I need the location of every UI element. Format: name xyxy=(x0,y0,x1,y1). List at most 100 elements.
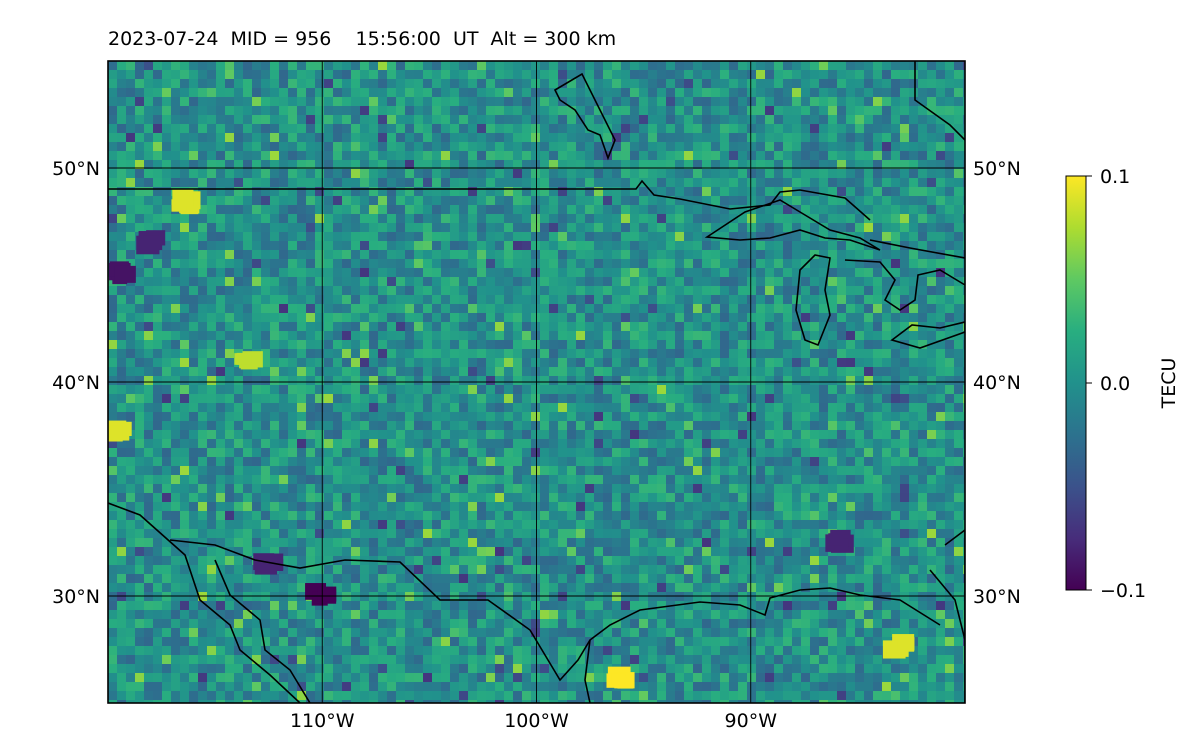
heat-cell xyxy=(369,358,378,367)
heat-cell xyxy=(252,268,261,277)
heat-cell xyxy=(252,277,261,286)
heat-cell xyxy=(558,322,567,331)
heat-cell xyxy=(342,376,351,385)
heat-cell xyxy=(792,493,801,502)
heat-cell xyxy=(873,124,882,133)
heat-cell xyxy=(333,412,342,421)
heat-cell xyxy=(243,268,252,277)
heat-cell xyxy=(495,331,504,340)
heat-cell xyxy=(297,250,306,259)
heat-cell xyxy=(954,403,963,412)
heat-cell xyxy=(729,448,738,457)
heat-cell xyxy=(630,439,639,448)
heat-cell xyxy=(747,187,756,196)
heat-cell xyxy=(387,502,396,511)
heat-cell xyxy=(468,97,477,106)
heat-cell xyxy=(324,403,333,412)
heat-cell xyxy=(459,466,468,475)
heat-cell xyxy=(342,88,351,97)
heat-cell xyxy=(936,403,945,412)
heat-cell xyxy=(225,493,234,502)
heat-cell xyxy=(621,70,630,79)
heat-cell xyxy=(369,160,378,169)
heat-cell xyxy=(900,70,909,79)
heat-cell xyxy=(666,439,675,448)
heat-cell xyxy=(216,430,225,439)
heat-cell xyxy=(279,439,288,448)
heat-cell xyxy=(216,367,225,376)
heat-cell xyxy=(351,295,360,304)
heat-cell xyxy=(567,142,576,151)
heat-cell xyxy=(279,493,288,502)
heat-cell xyxy=(549,493,558,502)
heat-cell xyxy=(486,133,495,142)
heat-cell xyxy=(243,475,252,484)
heat-cell xyxy=(261,331,270,340)
heat-cell xyxy=(945,475,954,484)
heat-cell xyxy=(513,493,522,502)
heat-cell xyxy=(162,133,171,142)
heat-cell xyxy=(675,205,684,214)
heat-cell xyxy=(171,160,180,169)
heat-cell xyxy=(432,313,441,322)
heat-cell xyxy=(819,376,828,385)
heat-cell xyxy=(351,304,360,313)
heat-cell xyxy=(819,133,828,142)
heat-cell xyxy=(873,169,882,178)
heat-cell xyxy=(297,484,306,493)
heat-cell xyxy=(351,439,360,448)
heat-cell xyxy=(126,457,135,466)
heat-cell xyxy=(774,187,783,196)
heat-cell xyxy=(774,250,783,259)
heat-cell xyxy=(117,88,126,97)
heat-cell xyxy=(252,394,261,403)
heat-cell xyxy=(882,115,891,124)
heat-cell xyxy=(144,259,153,268)
heat-cell xyxy=(315,70,324,79)
heat-cell xyxy=(297,475,306,484)
heat-cell xyxy=(360,403,369,412)
heat-cell xyxy=(486,124,495,133)
heat-cell xyxy=(720,403,729,412)
heat-cell xyxy=(765,475,774,484)
heat-cell xyxy=(135,403,144,412)
heat-cell xyxy=(612,214,621,223)
heat-cell xyxy=(387,268,396,277)
heat-cell xyxy=(153,115,162,124)
heat-cell xyxy=(810,268,819,277)
heat-cell xyxy=(783,223,792,232)
heat-cell xyxy=(684,367,693,376)
heat-cell xyxy=(180,223,189,232)
heat-cell xyxy=(243,115,252,124)
heat-cell xyxy=(540,430,549,439)
heat-cell xyxy=(675,313,684,322)
heat-cell xyxy=(702,241,711,250)
heat-cell xyxy=(108,187,117,196)
heat-cell xyxy=(603,520,612,529)
heat-cell xyxy=(657,484,666,493)
heat-cell xyxy=(738,421,747,430)
heat-cell xyxy=(342,466,351,475)
heat-cell xyxy=(333,259,342,268)
heat-cell xyxy=(891,502,900,511)
heat-cell xyxy=(378,151,387,160)
heat-cell xyxy=(846,403,855,412)
heat-cell xyxy=(639,349,648,358)
heat-cell xyxy=(756,142,765,151)
heat-cell xyxy=(585,286,594,295)
heat-cell xyxy=(756,349,765,358)
heat-cell xyxy=(702,124,711,133)
heat-cell xyxy=(162,430,171,439)
heat-cell xyxy=(153,142,162,151)
heat-cell xyxy=(783,169,792,178)
heat-cell xyxy=(792,286,801,295)
heat-cell xyxy=(603,286,612,295)
heat-cell xyxy=(882,88,891,97)
heat-cell xyxy=(594,304,603,313)
heat-cell xyxy=(909,169,918,178)
heat-cell xyxy=(423,70,432,79)
heat-cell xyxy=(180,439,189,448)
heat-cell xyxy=(756,286,765,295)
heat-cell xyxy=(621,457,630,466)
heat-cell xyxy=(594,448,603,457)
